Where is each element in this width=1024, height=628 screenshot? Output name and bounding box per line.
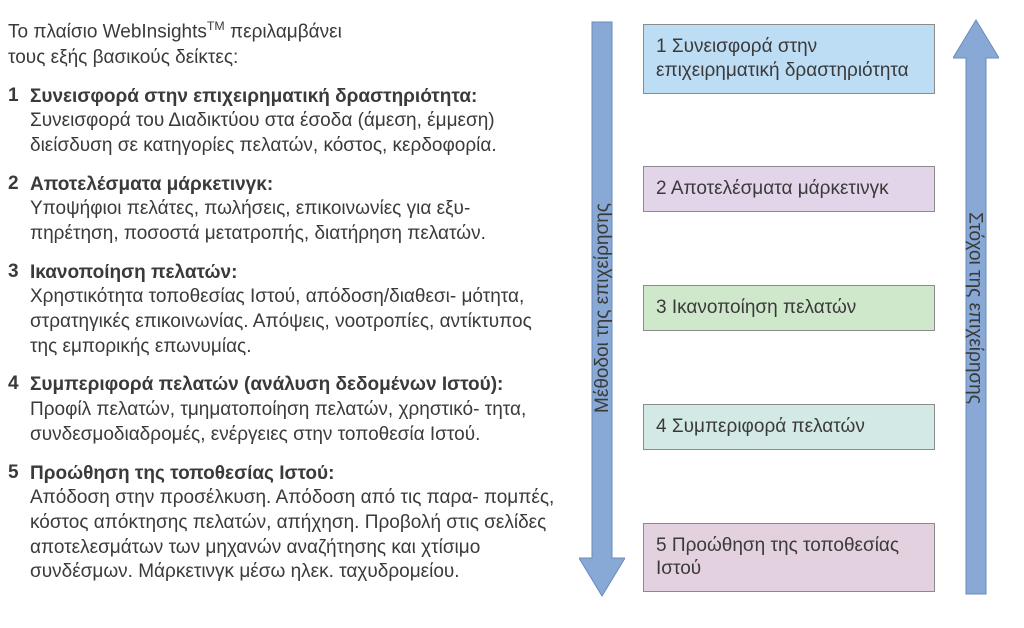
item-title: Προώθηση της τοποθεσίας Ιστού: — [30, 463, 334, 484]
box-num: 5 — [656, 535, 667, 556]
item-title: Συμπεριφορά πελατών (ανάλυση δεδομένων Ι… — [30, 374, 503, 395]
box-num: 2 — [656, 178, 667, 199]
item-number: 4 — [8, 373, 30, 447]
item-body: Ικανοποίηση πελατών: Χρηστικότητα τοποθε… — [30, 261, 558, 360]
item-body: Συμπεριφορά πελατών (ανάλυση δεδομένων Ι… — [30, 373, 558, 447]
box-label: Συνεισφορά στην επιχειρηματική δραστηριό… — [656, 36, 909, 81]
list-item: 5 Προώθηση της τοποθεσίας Ιστού: Απόδοση… — [8, 462, 558, 585]
item-number: 2 — [8, 173, 30, 247]
diagram-column: Μέθοδοι της επιχείρησης Στόχοι της επιχε… — [568, 18, 1010, 610]
item-desc: Απόδοση στην προσέλκυση. Απόδοση από τις… — [30, 486, 558, 585]
diagram-boxes: 1 Συνεισφορά στην επιχειρηματική δραστηρ… — [643, 24, 935, 592]
item-desc: Χρηστικότητα τοποθεσίας Ιστού, απόδοση/δ… — [30, 285, 558, 359]
item-title: Συνεισφορά στην επιχειρηματική δραστηριό… — [30, 86, 477, 107]
diagram: Μέθοδοι της επιχείρησης Στόχοι της επιχε… — [579, 18, 999, 598]
intro-text: Το πλαίσιο WebInsightsTM περιλαμβάνει το… — [8, 18, 558, 71]
item-body: Συνεισφορά στην επιχειρηματική δραστηριό… — [30, 85, 558, 159]
list-item: 1 Συνεισφορά στην επιχειρηματική δραστηρ… — [8, 85, 558, 159]
list-item: 2 Αποτελέσματα μάρκετινγκ: Υποψήφιοι πελ… — [8, 173, 558, 247]
item-number: 5 — [8, 462, 30, 585]
page: Το πλαίσιο WebInsightsTM περιλαμβάνει το… — [0, 0, 1024, 628]
list-item: 3 Ικανοποίηση πελατών: Χρηστικότητα τοπο… — [8, 261, 558, 360]
item-desc: Υποψήφιοι πελάτες, πωλήσεις, επικοινωνίε… — [30, 197, 558, 246]
left-arrow-label: Μέθοδοι της επιχείρησης — [592, 203, 614, 413]
box-label: Ικανοποίηση πελατών — [672, 297, 856, 318]
right-arrow: Στόχοι της επιχείρησης — [953, 18, 999, 598]
item-desc: Προφίλ πελατών, τμηματοποίηση πελατών, χ… — [30, 398, 558, 447]
indicators-list: 1 Συνεισφορά στην επιχειρηματική δραστηρ… — [8, 85, 558, 585]
right-arrow-label: Στόχοι της επιχείρησης — [964, 212, 986, 404]
text-column: Το πλαίσιο WebInsightsTM περιλαμβάνει το… — [8, 18, 568, 610]
list-item: 4 Συμπεριφορά πελατών (ανάλυση δεδομένων… — [8, 373, 558, 447]
diagram-box: 3 Ικανοποίηση πελατών — [643, 285, 935, 331]
left-arrow: Μέθοδοι της επιχείρησης — [579, 18, 625, 598]
intro-line1b: περιλαμβάνει — [225, 21, 342, 42]
box-num: 4 — [656, 416, 667, 437]
box-label: Συμπεριφορά πελατών — [672, 416, 865, 437]
diagram-box: 1 Συνεισφορά στην επιχειρηματική δραστηρ… — [643, 24, 935, 94]
box-num: 3 — [656, 297, 667, 318]
item-body: Προώθηση της τοποθεσίας Ιστού: Απόδοση σ… — [30, 462, 558, 585]
item-desc: Συνεισφορά του Διαδικτύου στα έσοδα (άμε… — [30, 109, 558, 158]
item-number: 3 — [8, 261, 30, 360]
diagram-box: 2 Αποτελέσματα μάρκετινγκ — [643, 166, 935, 212]
intro-line2: τους εξής βασικούς δείκτες: — [8, 47, 238, 68]
intro-line1a: Το πλαίσιο WebInsights — [8, 21, 207, 42]
item-number: 1 — [8, 85, 30, 159]
box-num: 1 — [656, 36, 667, 57]
box-label: Προώθηση της τοποθεσίας Ιστού — [656, 535, 899, 580]
diagram-box: 4 Συμπεριφορά πελατών — [643, 404, 935, 450]
item-title: Αποτελέσματα μάρκετινγκ: — [30, 174, 273, 195]
diagram-box: 5 Προώθηση της τοποθεσίας Ιστού — [643, 523, 935, 593]
item-body: Αποτελέσματα μάρκετινγκ: Υποψήφιοι πελάτ… — [30, 173, 558, 247]
item-title: Ικανοποίηση πελατών: — [30, 262, 237, 283]
tm-mark: TM — [207, 19, 225, 33]
box-label: Αποτελέσματα μάρκετινγκ — [671, 178, 889, 199]
